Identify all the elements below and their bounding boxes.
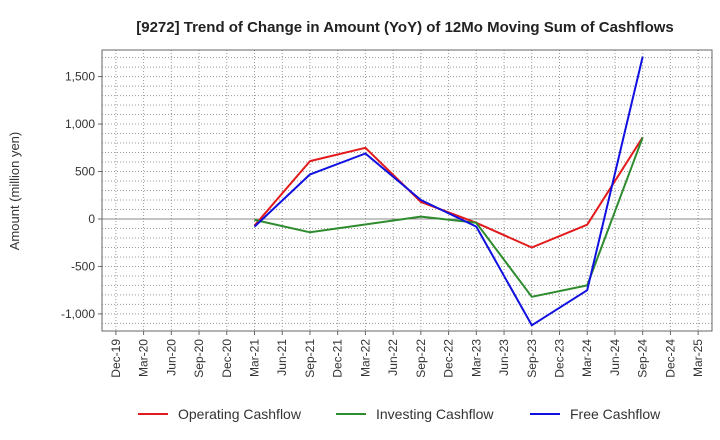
x-axis-ticks: Dec-19 Mar-20 Jun-20 Sep-20 Dec-20 Mar-21 Jun-… [109, 331, 705, 378]
x-tick-label: Mar-21 [248, 339, 262, 377]
y-axis-ticks: 1,500 1,000 500 0 -500 -1,000 [61, 70, 102, 321]
x-tick-label: Dec-24 [663, 339, 677, 378]
x-tick-label: Jun-20 [164, 339, 178, 376]
investing-cashflow-legend-label: Investing Cashflow [376, 406, 494, 422]
y-tick-label: 1,500 [65, 70, 95, 84]
x-tick-label: Mar-25 [691, 339, 705, 377]
y-tick-label: -500 [71, 259, 95, 273]
y-tick-label: 0 [88, 212, 95, 226]
operating-cashflow-legend-label: Operating Cashflow [178, 406, 302, 422]
grid [102, 50, 712, 331]
x-tick-label: Jun-22 [386, 339, 400, 376]
x-tick-label: Sep-21 [303, 339, 317, 378]
y-tick-label: 500 [75, 165, 95, 179]
series-lines [253, 56, 644, 327]
x-tick-label: Jun-24 [608, 339, 622, 376]
y-tick-label: -1,000 [61, 307, 95, 321]
x-tick-label: Mar-23 [469, 339, 483, 377]
x-tick-label: Dec-19 [109, 339, 123, 378]
y-axis-label: Amount (million yen) [7, 132, 22, 251]
x-tick-label: Dec-20 [220, 339, 234, 378]
x-tick-label: Sep-24 [636, 339, 650, 378]
x-tick-label: Jun-23 [497, 339, 511, 376]
x-tick-label: Sep-20 [192, 339, 206, 378]
x-tick-label: Dec-22 [442, 339, 456, 378]
free-cashflow-legend-label: Free Cashflow [570, 406, 661, 422]
investing-cashflow-line [254, 136, 644, 298]
plot-frame [101, 49, 713, 332]
x-tick-label: Dec-23 [553, 339, 567, 378]
x-tick-label: Jun-21 [275, 339, 289, 376]
x-tick-label: Mar-20 [137, 339, 151, 377]
x-tick-label: Dec-21 [331, 339, 345, 378]
x-tick-label: Mar-24 [580, 339, 594, 377]
legend: Operating Cashflow Investing Cashflow Free… [138, 406, 661, 422]
free-cashflow-line [253, 56, 644, 327]
x-tick-label: Sep-23 [525, 339, 539, 378]
x-tick-label: Mar-22 [358, 339, 372, 377]
y-tick-label: 1,000 [65, 117, 95, 131]
x-tick-label: Sep-22 [414, 339, 428, 378]
chart-title: [9272] Trend of Change in Amount (YoY) o… [136, 19, 674, 36]
